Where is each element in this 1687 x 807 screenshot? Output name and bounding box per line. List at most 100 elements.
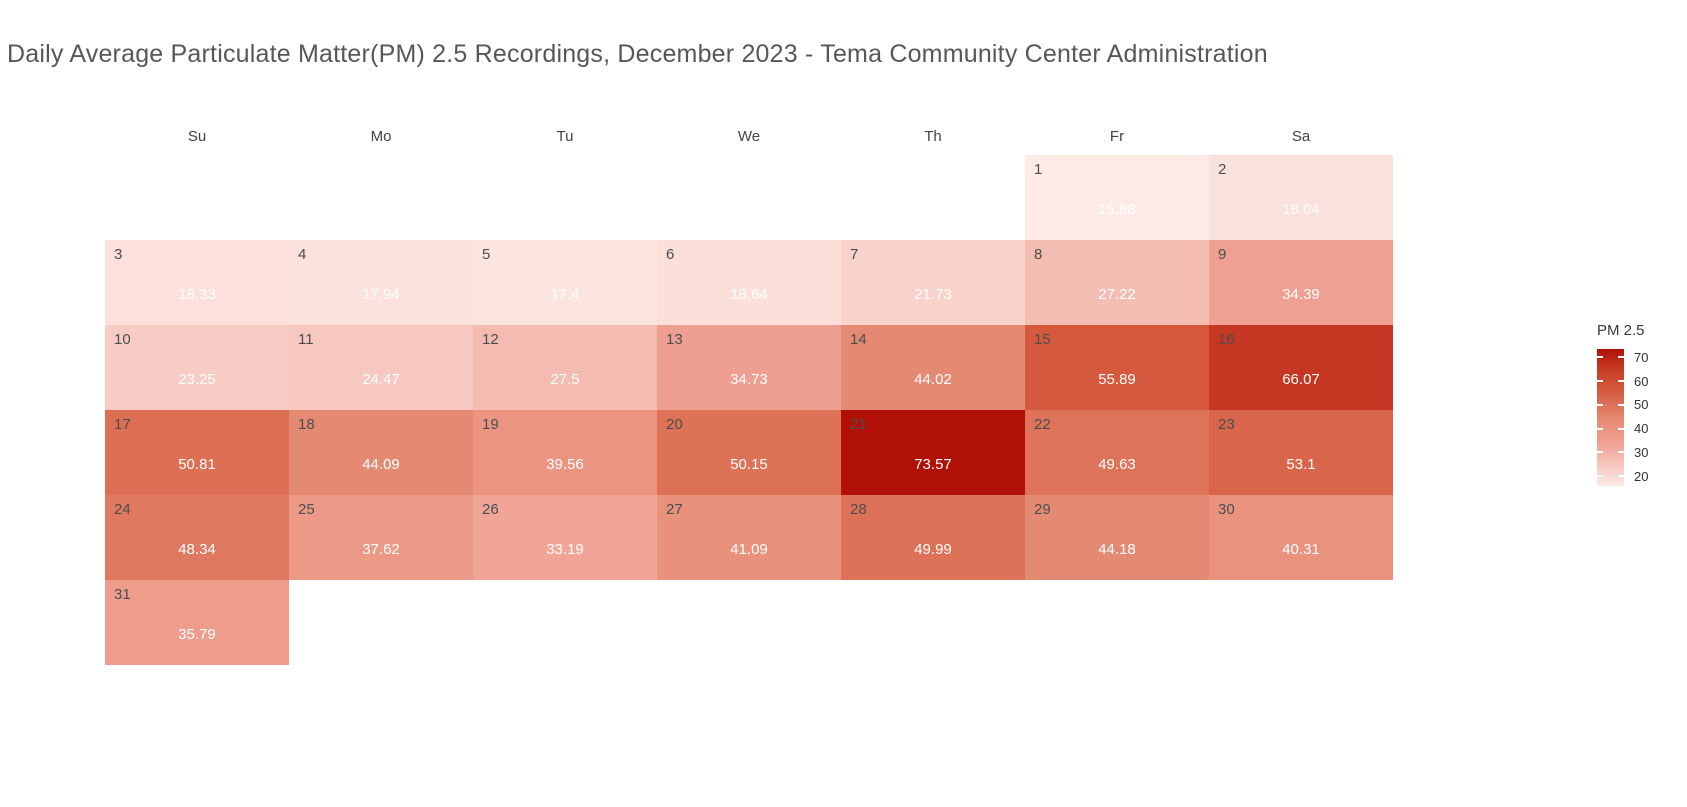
day-number: 15 <box>1034 331 1051 348</box>
day-number: 26 <box>482 501 499 518</box>
day-pm-value: 48.34 <box>178 541 216 558</box>
calendar-day-cell-24: 24 48.34 <box>105 495 289 580</box>
day-pm-value: 53.1 <box>1286 456 1316 473</box>
day-number: 20 <box>666 416 683 433</box>
day-pm-value: 39.56 <box>546 456 584 473</box>
day-number: 8 <box>1034 246 1043 263</box>
day-pm-value: 73.57 <box>914 456 952 473</box>
weekday-label-mo: Mo <box>370 128 392 145</box>
day-number: 13 <box>666 331 683 348</box>
calendar-day-cell-18: 18 44.09 <box>289 410 473 495</box>
day-pm-value: 18.33 <box>178 286 216 303</box>
day-pm-value: 18.04 <box>1282 201 1320 218</box>
day-pm-value: 44.18 <box>1098 541 1136 558</box>
calendar-day-cell-8: 8 27.22 <box>1025 240 1209 325</box>
day-pm-value: 15.88 <box>1098 201 1136 218</box>
day-pm-value: 17.94 <box>362 286 400 303</box>
day-pm-value: 21.73 <box>914 286 952 303</box>
day-pm-value: 44.09 <box>362 456 400 473</box>
calendar-day-cell-17: 17 50.81 <box>105 410 289 495</box>
day-number: 18 <box>298 416 315 433</box>
legend-title: PM 2.5 <box>1597 322 1645 339</box>
legend-tick-mark <box>1618 475 1624 478</box>
day-number: 14 <box>850 331 867 348</box>
calendar-day-cell-31: 31 35.79 <box>105 580 289 665</box>
calendar-day-cell-26: 26 33.19 <box>473 495 657 580</box>
legend-tick-mark <box>1597 427 1603 430</box>
day-pm-value: 40.31 <box>1282 541 1320 558</box>
legend-tick-label-50: 50 <box>1634 397 1649 413</box>
day-number: 19 <box>482 416 499 433</box>
colorbar-legend: PM 2.5 70 60 50 40 30 20 <box>1595 322 1687 502</box>
day-number: 12 <box>482 331 499 348</box>
calendar-day-cell-3: 3 18.33 <box>105 240 289 325</box>
day-number: 5 <box>482 246 491 263</box>
legend-gradient-bar <box>1597 349 1624 486</box>
weekday-label-fr: Fr <box>1109 128 1125 145</box>
day-pm-value: 49.63 <box>1098 456 1136 473</box>
day-number: 17 <box>114 416 131 433</box>
day-number: 11 <box>298 331 314 348</box>
calendar-day-cell-9: 9 34.39 <box>1209 240 1393 325</box>
legend-tick-label-20: 20 <box>1634 468 1649 484</box>
weekday-label-th: Th <box>924 128 942 145</box>
calendar-day-cell-22: 22 49.63 <box>1025 410 1209 495</box>
legend-tick-mark <box>1618 427 1624 430</box>
legend-tick-label-70: 70 <box>1634 349 1649 365</box>
calendar-day-cell-5: 5 17.4 <box>473 240 657 325</box>
day-pm-value: 34.73 <box>730 371 768 388</box>
day-number: 1 <box>1034 161 1043 178</box>
calendar-day-cell-16: 16 66.07 <box>1209 325 1393 410</box>
day-pm-value: 41.09 <box>730 541 768 558</box>
weekday-label-sa: Sa <box>1291 128 1311 145</box>
page-title: Daily Average Particulate Matter(PM) 2.5… <box>7 40 1268 68</box>
legend-tick-label-60: 60 <box>1634 373 1649 389</box>
calendar-day-cell-23: 23 53.1 <box>1209 410 1393 495</box>
weekday-label-we: We <box>737 128 761 145</box>
legend-tick-label-30: 30 <box>1634 444 1649 460</box>
calendar-day-cell-20: 20 50.15 <box>657 410 841 495</box>
legend-tick-mark <box>1597 403 1603 406</box>
day-number: 27 <box>666 501 683 518</box>
day-number: 16 <box>1218 331 1235 348</box>
day-pm-value: 55.89 <box>1098 371 1136 388</box>
calendar-day-cell-1: 1 15.88 <box>1025 155 1209 240</box>
day-number: 29 <box>1034 501 1051 518</box>
day-pm-value: 23.25 <box>178 371 216 388</box>
day-pm-value: 44.02 <box>914 371 952 388</box>
calendar-day-cell-27: 27 41.09 <box>657 495 841 580</box>
calendar-day-cell-7: 7 21.73 <box>841 240 1025 325</box>
day-number: 3 <box>114 246 123 263</box>
calendar-day-cell-25: 25 37.62 <box>289 495 473 580</box>
calendar-day-cell-4: 4 17.94 <box>289 240 473 325</box>
calendar-day-cell-29: 29 44.18 <box>1025 495 1209 580</box>
day-number: 4 <box>298 246 307 263</box>
calendar-day-cell-28: 28 49.99 <box>841 495 1025 580</box>
calendar-day-cell-11: 11 24.47 <box>289 325 473 410</box>
calendar-day-cell-21: 21 73.57 <box>841 410 1025 495</box>
day-pm-value: 18.64 <box>730 286 768 303</box>
day-pm-value: 66.07 <box>1282 371 1320 388</box>
legend-tick-mark <box>1618 403 1624 406</box>
calendar-day-cell-2: 2 18.04 <box>1209 155 1393 240</box>
day-number: 2 <box>1218 161 1227 178</box>
day-number: 31 <box>114 586 131 603</box>
day-number: 22 <box>1034 416 1051 433</box>
day-pm-value: 27.22 <box>1098 286 1136 303</box>
day-number: 9 <box>1218 246 1227 263</box>
day-pm-value: 50.81 <box>178 456 216 473</box>
weekday-header-row: Su Mo Tu We Th Fr Sa <box>105 128 1393 148</box>
calendar-day-cell-14: 14 44.02 <box>841 325 1025 410</box>
legend-tick-mark <box>1597 380 1603 383</box>
calendar-day-cell-30: 30 40.31 <box>1209 495 1393 580</box>
day-number: 7 <box>850 246 859 263</box>
day-number: 30 <box>1218 501 1235 518</box>
legend-tick-mark <box>1618 380 1624 383</box>
calendar-grid: 1 15.88 2 18.04 3 18.33 4 17.94 5 17.4 6 18.64 7 21.7… <box>105 155 1393 665</box>
calendar-day-cell-12: 12 27.5 <box>473 325 657 410</box>
day-number: 25 <box>298 501 315 518</box>
day-pm-value: 34.39 <box>1282 286 1320 303</box>
day-pm-value: 24.47 <box>362 371 400 388</box>
day-pm-value: 37.62 <box>362 541 400 558</box>
day-pm-value: 50.15 <box>730 456 768 473</box>
